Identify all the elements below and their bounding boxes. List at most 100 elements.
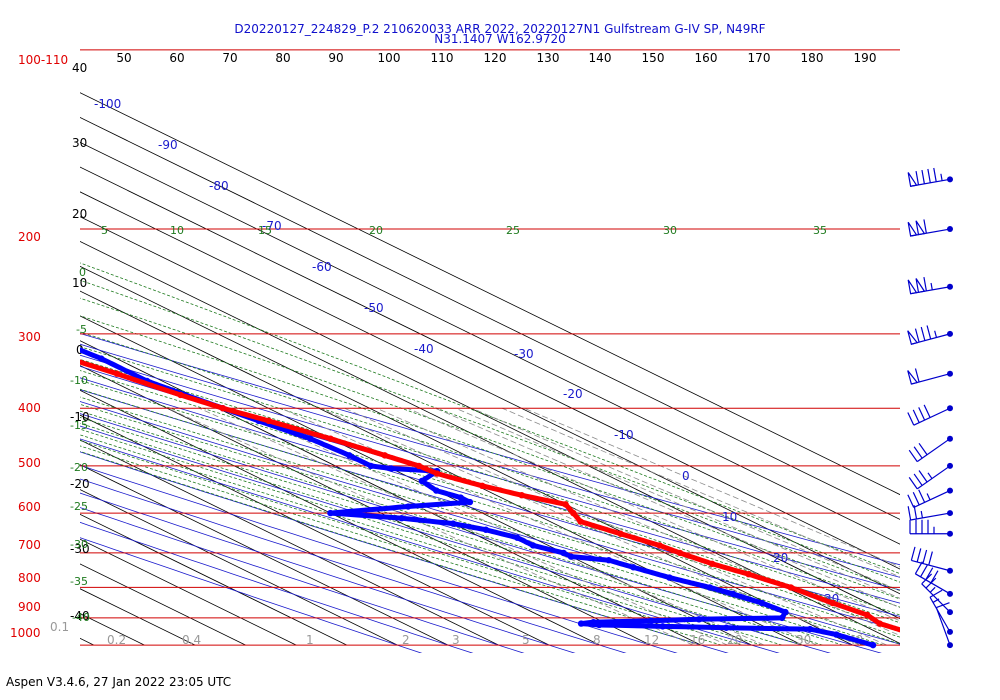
pressure-tick-label: 300: [18, 330, 41, 344]
wind-barb-flag: [929, 589, 943, 598]
pressure-tick-label: 800: [18, 571, 41, 585]
wind-barb: [907, 368, 953, 385]
moist-adiabat-line: [80, 416, 823, 646]
temperature-point: [177, 391, 184, 399]
dewpoint-point: [695, 616, 703, 623]
moist-adiabat-label: 5: [101, 224, 108, 237]
isotherm-label: -30: [70, 542, 90, 556]
wind-barb-flag: [920, 564, 929, 578]
moist-adiabat-line: [80, 279, 900, 583]
moist-adiabat-label: -10: [70, 374, 88, 387]
wind-barb: [935, 602, 953, 649]
dry-adiabat-line: [80, 354, 900, 591]
dry-adiabat-line: [80, 537, 423, 653]
isotherm-line: [80, 265, 853, 646]
isotherm-line: [80, 340, 702, 646]
dewpoint-point: [659, 623, 666, 630]
top-temperature-label: 60: [169, 51, 184, 65]
mixing-ratio-label: 30: [796, 633, 811, 647]
moist-adiabat-label: -5: [76, 323, 87, 336]
wind-barb-flag: [918, 442, 928, 456]
dry-adiabat-line: [80, 478, 627, 653]
wind-barb-flag: [914, 561, 923, 575]
dewpoint-point: [648, 617, 655, 624]
wind-barb-flag: [923, 404, 931, 418]
pressure-tick-label: 900: [18, 600, 41, 614]
dry-adiabat-label: -30: [514, 347, 534, 361]
isotherm-line: [80, 414, 550, 646]
wind-barb-flag: [907, 412, 915, 426]
wind-barb-staff: [929, 596, 951, 633]
wind-barb-staff: [910, 286, 951, 295]
top-temperature-label: 120: [484, 51, 507, 65]
wind-barb-pennant: [907, 172, 918, 187]
chart-title-line1: D20220127_224829_P.2 210620033 ARR 2022,…: [234, 22, 765, 36]
isotherm-label: 40: [72, 61, 87, 75]
isotherm-line: [80, 117, 900, 520]
temperature-point: [570, 509, 577, 517]
dewpoint-point: [595, 621, 603, 629]
dry-adiabat-label: -100: [94, 97, 121, 111]
wind-barb-half-flag: [926, 493, 931, 501]
mixing-ratio-label: 12: [644, 633, 659, 647]
wind-barb-half-flag: [932, 598, 940, 603]
wind-barb-flag: [918, 470, 928, 483]
moist-adiabat-label: 25: [506, 224, 520, 237]
dry-adiabat-label: -50: [364, 301, 384, 315]
chart-grid: [80, 92, 900, 653]
dewpoint-point: [388, 465, 395, 472]
isotherm-line: [80, 489, 398, 646]
dry-adiabat-label: 0: [682, 469, 690, 483]
moist-adiabat-line: [80, 346, 900, 616]
pressure-tick-label: 700: [18, 538, 41, 552]
moist-adiabat-line: [80, 440, 742, 646]
temperature-point: [113, 370, 121, 377]
temperature-point: [876, 620, 883, 627]
temperature-point: [562, 501, 569, 508]
isotherm-line: [80, 290, 803, 646]
dewpoint-point: [514, 534, 521, 541]
wind-barb-flag: [910, 546, 916, 561]
moist-adiabat-label: 15: [258, 224, 272, 237]
temperature-point: [617, 530, 624, 537]
wind-barb-flag: [921, 169, 925, 184]
temperature-point: [656, 542, 663, 549]
temperature-point: [433, 470, 441, 477]
dewpoint-point: [398, 514, 405, 522]
dry-adiabat-label: -10: [614, 428, 634, 442]
isotherm-line: [80, 513, 347, 646]
moist-adiabat-line: [80, 396, 884, 646]
dewpoint-point: [869, 641, 877, 649]
dewpoint-point: [605, 556, 612, 564]
wind-barb: [908, 435, 953, 463]
dewpoint-point: [666, 574, 673, 581]
wind-barb-flag: [922, 549, 928, 564]
moist-adiabat-label: -40: [72, 611, 90, 624]
wind-barb: [907, 325, 953, 345]
mixing-ratio-label: 0.4: [182, 633, 201, 647]
wind-barb: [907, 219, 953, 237]
top-temperature-label: 130: [537, 51, 560, 65]
dewpoint-point: [706, 584, 714, 591]
wind-barb-staff: [910, 228, 951, 237]
dry-adiabat-line: [80, 521, 474, 653]
wind-barb: [929, 589, 953, 635]
wind-barb-staff: [935, 607, 951, 646]
wind-barb-staff: [911, 373, 951, 385]
wind-barb-flag: [925, 577, 937, 589]
moist-adiabat-line: [80, 262, 900, 575]
moist-adiabat-line: [80, 297, 900, 592]
dewpoint-point: [782, 608, 789, 616]
dry-adiabat-line: [80, 377, 900, 617]
top-temperature-label: 100: [378, 51, 401, 65]
dry-adiabat-label: 10: [722, 510, 737, 524]
top-temperature-label: 110: [431, 51, 454, 65]
temperature-point: [676, 549, 684, 557]
top-temperature-label: 190: [854, 51, 877, 65]
mixing-ratio-line: [435, 407, 900, 609]
moist-adiabat-label: -25: [70, 500, 88, 513]
wind-barb-half-flag: [934, 330, 938, 338]
top-temperature-label: 160: [695, 51, 718, 65]
mixing-ratio-label: 0.1: [50, 620, 69, 634]
dry-adiabat-line: [80, 343, 900, 578]
